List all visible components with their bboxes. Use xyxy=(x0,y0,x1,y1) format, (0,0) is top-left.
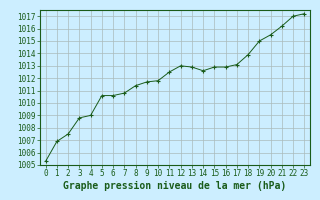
X-axis label: Graphe pression niveau de la mer (hPa): Graphe pression niveau de la mer (hPa) xyxy=(63,181,287,191)
